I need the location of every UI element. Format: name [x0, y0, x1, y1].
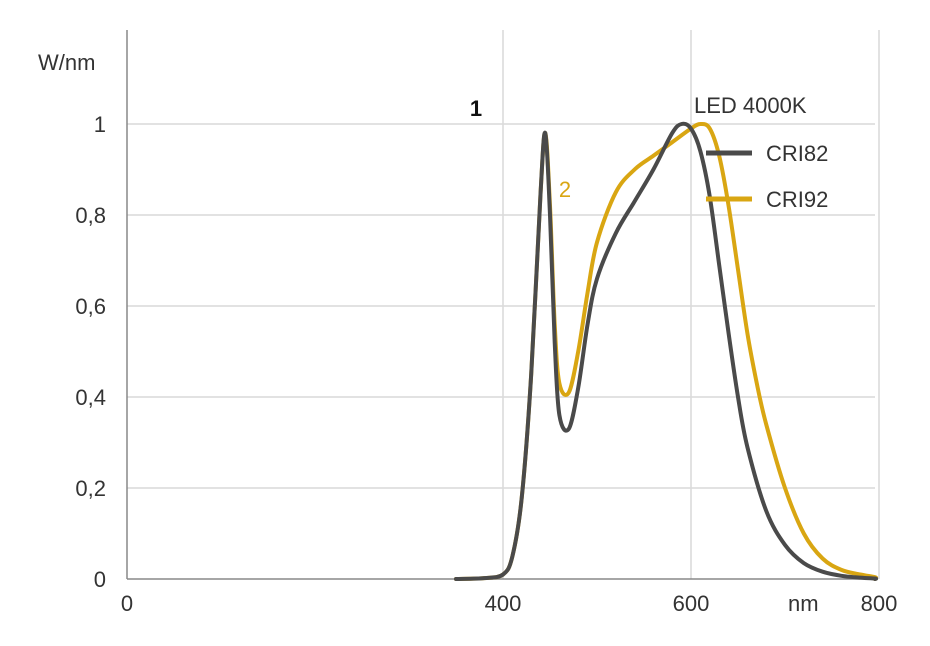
y-tick-label: 0,6: [75, 294, 106, 319]
axes: [126, 30, 875, 580]
grid: [127, 30, 880, 579]
series-label-2: 2: [559, 177, 571, 202]
legend: LED 4000K CRI82 CRI92: [694, 93, 828, 212]
y-tick-label: 0,8: [75, 203, 106, 228]
x-tick-label: 0: [121, 591, 133, 616]
y-tick-label: 0: [94, 567, 106, 592]
series-line-cri82: [454, 121, 879, 582]
x-axis-label: nm: [788, 591, 819, 616]
legend-title: LED 4000K: [694, 93, 807, 118]
x-tick-label: 400: [485, 591, 522, 616]
y-tick-label: 1: [94, 112, 106, 137]
x-tick-labels: 0 400 600 800: [121, 591, 897, 616]
y-tick-label: 0,4: [75, 385, 106, 410]
x-tick-label: 800: [861, 591, 898, 616]
y-axis-label: W/nm: [38, 50, 95, 75]
y-tick-labels: 0 0,2 0,4 0,6 0,8 1: [75, 112, 106, 592]
legend-label-cri82: CRI82: [766, 141, 828, 166]
y-tick-label: 0,2: [75, 476, 106, 501]
series-label-1: 1: [470, 96, 482, 121]
series-lines: 12: [454, 96, 879, 582]
legend-label-cri92: CRI92: [766, 187, 828, 212]
x-tick-label: 600: [673, 591, 710, 616]
